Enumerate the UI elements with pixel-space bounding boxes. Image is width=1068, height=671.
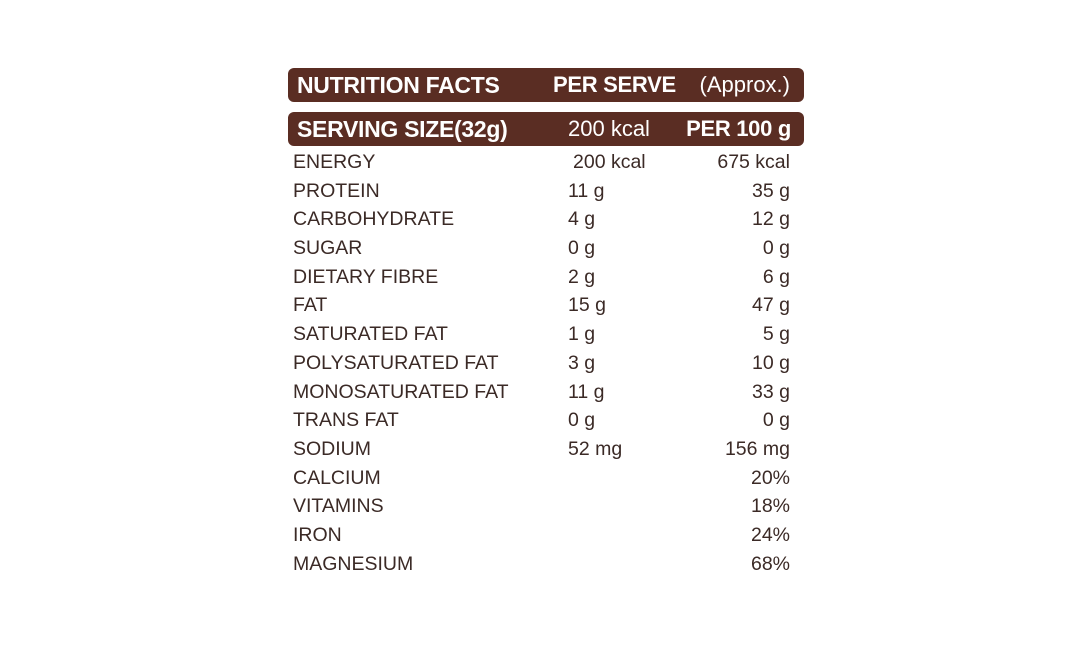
per-100g-value: 5 g [762, 323, 790, 346]
per-100g-value: 10 g [752, 351, 790, 374]
table-row: SATURATED FAT 1 g 5 g [288, 320, 804, 349]
nutrient-name: VITAMINS [293, 495, 384, 518]
per-100g-value: 156 mg [724, 437, 790, 460]
per-100g-value: 675 kcal [717, 151, 790, 173]
per-serve-value: 52 mg [568, 437, 623, 460]
per-100g-value: 18% [750, 495, 790, 518]
table-row: DIETARY FIBRE 2 g 6 g [288, 263, 804, 292]
per-serve-value: 2 g [568, 265, 596, 288]
nutrient-name: MAGNESIUM [293, 552, 414, 575]
per-100g-value: 47 g [752, 294, 790, 317]
nutrient-name: CARBOHYDRATE [293, 208, 455, 231]
nutrient-name: POLYSATURATED FAT [293, 351, 499, 374]
table-row: TRANS FAT 0 g 0 g [288, 406, 804, 435]
per-serve-value: 11 g [568, 179, 605, 202]
nutrient-name: CALCIUM [293, 466, 381, 489]
per-serve-value: 0 g [568, 237, 596, 260]
per-100g-value: 24% [750, 523, 790, 546]
per-serve-value: 4 g [568, 208, 596, 231]
serving-size-bar: SERVING SIZE(32g) 200 kcal PER 100 g [288, 112, 804, 146]
table-row: MONOSATURATED FAT 11 g 33 g [288, 378, 804, 407]
nutrient-name: SODIUM [293, 437, 371, 460]
nutrition-facts-panel: NUTRITION FACTS PER SERVE (Approx.) SERV… [288, 68, 804, 578]
per-serve-value: 0 g [568, 409, 596, 432]
table-row: FAT 15 g 47 g [288, 291, 804, 320]
table-row: POLYSATURATED FAT 3 g 10 g [288, 349, 804, 378]
per-100g-value: 20% [750, 466, 790, 489]
per-100g-value: 0 g [762, 409, 790, 432]
per-serve-value: 15 g [568, 294, 606, 317]
per-serve-value: 11 g [568, 380, 605, 403]
nutrient-name: IRON [293, 523, 342, 546]
nutrient-name: PROTEIN [293, 179, 380, 202]
nutrient-name: TRANS FAT [293, 409, 399, 432]
nutrient-name: SUGAR [293, 237, 363, 260]
table-row: SUGAR 0 g 0 g [288, 234, 804, 263]
per-100g-heading: PER 100 g [686, 116, 791, 141]
per-serve-value: 3 g [568, 351, 596, 374]
nutrient-name: ENERGY [293, 151, 376, 173]
approx-note: (Approx.) [699, 72, 790, 97]
table-row: VITAMINS 18% [288, 492, 804, 521]
per-100g-value: 12 g [752, 208, 790, 231]
nutrient-name: DIETARY FIBRE [293, 265, 439, 288]
serving-kcal: 200 kcal [568, 116, 650, 141]
nutrition-header-bar: NUTRITION FACTS PER SERVE (Approx.) [288, 68, 804, 102]
per-serve-heading: PER SERVE [553, 72, 676, 97]
per-serve-value: 200 kcal [573, 151, 646, 173]
table-row: PROTEIN 11 g 35 g [288, 177, 804, 206]
table-row: IRON 24% [288, 521, 804, 550]
table-row: ENERGY 200 kcal 675 kcal [288, 148, 804, 177]
per-100g-value: 35 g [752, 179, 790, 202]
per-100g-value: 0 g [762, 237, 790, 260]
table-row: SODIUM 52 mg 156 mg [288, 435, 804, 464]
per-serve-value: 1 g [568, 323, 596, 346]
nutrient-name: FAT [293, 294, 328, 317]
serving-size-label: SERVING SIZE(32g) [297, 116, 508, 142]
nutrient-name: MONOSATURATED FAT [293, 380, 509, 403]
nutrition-facts-title: NUTRITION FACTS [297, 72, 500, 98]
table-row: CARBOHYDRATE 4 g 12 g [288, 205, 804, 234]
nutrient-name: SATURATED FAT [293, 323, 448, 346]
nutrient-rows: ENERGY 200 kcal 675 kcal PROTEIN 11 g 35… [288, 148, 804, 578]
per-100g-value: 6 g [762, 265, 790, 288]
per-100g-value: 33 g [752, 380, 790, 403]
table-row: MAGNESIUM 68% [288, 550, 804, 579]
table-row: CALCIUM 20% [288, 464, 804, 493]
per-100g-value: 68% [750, 552, 790, 575]
